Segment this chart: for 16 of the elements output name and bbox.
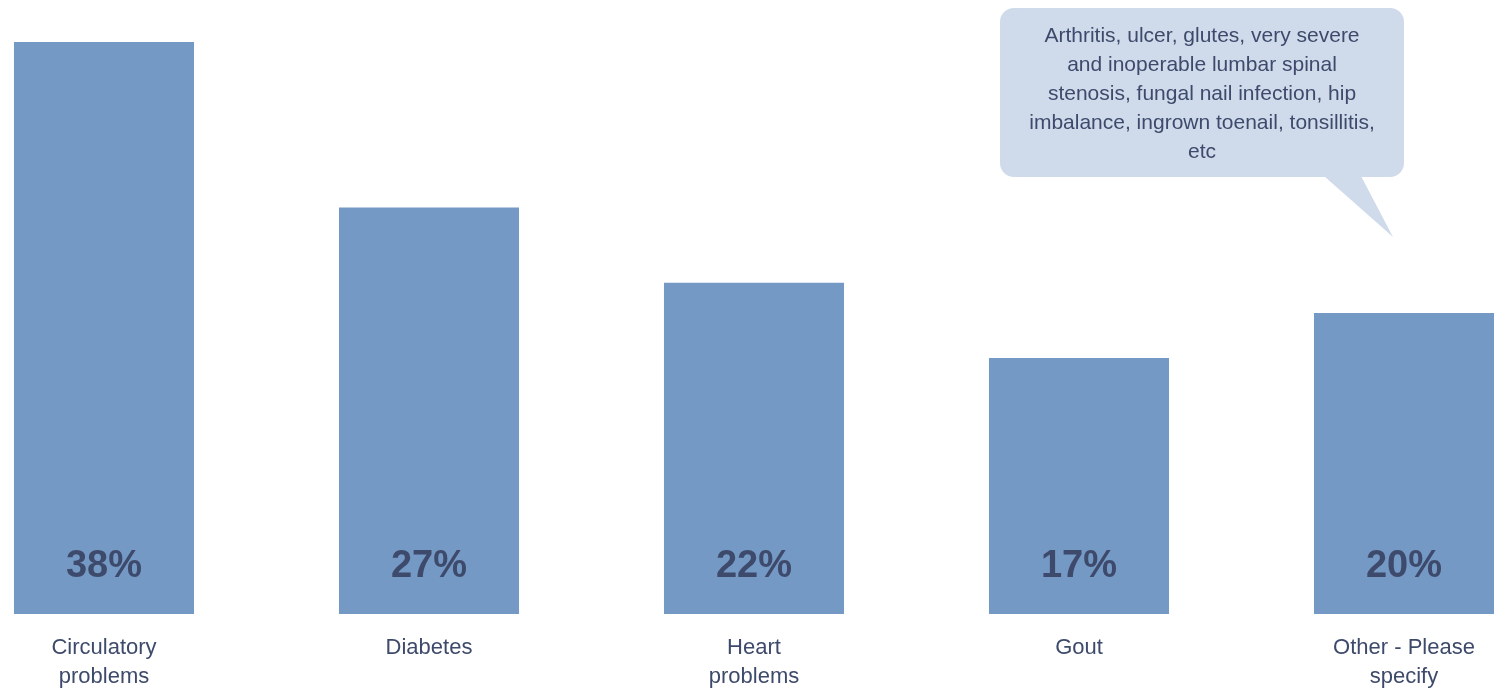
bar	[988, 358, 1170, 614]
data-label: 20%	[1365, 543, 1443, 585]
annotation: Arthritis, ulcer, glutes, very severe and inoperable lumbar spinal stenosis, fungal nail infection, hip imbalance, ingrown toenail, tonsillitis, etc	[1028, 22, 1376, 164]
data-label: 27%	[390, 543, 468, 585]
bar	[663, 282, 845, 614]
x-tick-label: Other - Please specify	[1333, 633, 1475, 688]
x-tick-label: Circulatory problems	[51, 633, 157, 688]
x-tick-label: Diabetes	[385, 633, 473, 659]
bar	[338, 207, 520, 614]
x-tick-label: Heart problems	[708, 633, 800, 688]
data-label: 17%	[1040, 543, 1118, 585]
bar	[13, 42, 195, 614]
data-label: 22%	[715, 543, 793, 585]
data-label: 38%	[65, 543, 143, 585]
bar	[1313, 312, 1495, 614]
x-tick-label: Gout	[1055, 633, 1103, 659]
